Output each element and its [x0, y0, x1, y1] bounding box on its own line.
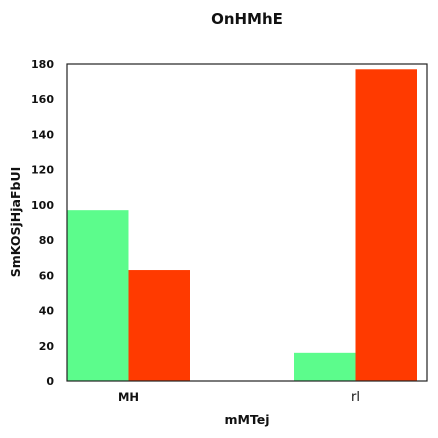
y-tick-label: 80 [39, 234, 55, 247]
bar-MH-series-2 [128, 270, 190, 381]
y-tick-label: 40 [39, 305, 55, 318]
y-axis-ticks: 0 20 40 60 80 100 120 140 160 180 [31, 58, 54, 388]
y-tick-label: 20 [39, 340, 55, 353]
bar-rl-series-2 [355, 69, 417, 382]
y-axis-label: SmKOSjHjaFbUI [8, 167, 23, 278]
x-axis-label: mMTej [224, 412, 269, 427]
bar-rl-series-1 [294, 352, 356, 381]
plot-frame [66, 63, 428, 382]
x-tick-label-MH: MH [118, 390, 139, 404]
y-tick-label: 120 [31, 164, 54, 177]
bars-layer [67, 69, 417, 382]
y-tick-label: 180 [31, 58, 54, 71]
y-tick-label: 0 [46, 375, 54, 388]
y-tick-label: 60 [39, 269, 55, 282]
y-tick-label: 160 [31, 93, 54, 106]
y-tick-label: 140 [31, 128, 54, 141]
x-tick-label-rl: rl [351, 390, 360, 405]
x-axis-ticks: MH rl [118, 390, 360, 405]
chart-title: OnHMhE [211, 10, 283, 28]
bar-MH-series-1 [67, 210, 129, 381]
y-tick-label: 100 [31, 199, 54, 212]
